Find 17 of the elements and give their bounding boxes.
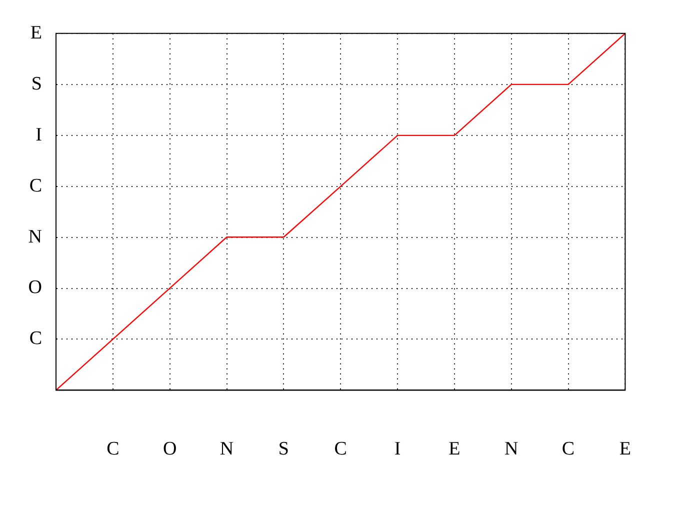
x-tick-label: O [162, 438, 177, 460]
category-label: S [31, 73, 42, 94]
x-tick-label: E [448, 438, 460, 460]
category-label: O [28, 277, 42, 298]
x-tick-label: C [106, 438, 120, 460]
x-tick-label: N [220, 438, 234, 460]
category-label: E [30, 22, 42, 44]
x-tick-label: N [504, 438, 518, 460]
x-tick-label: C [334, 438, 347, 460]
category-label: N [28, 226, 42, 248]
category-label: C [29, 328, 42, 350]
x-tick-label: S [278, 438, 289, 460]
category-label: I [36, 124, 42, 146]
category-label: C [29, 175, 42, 196]
x-tick-label: E [619, 438, 631, 460]
x-tick-label: C [562, 438, 575, 460]
x-tick-label: I [394, 438, 401, 460]
